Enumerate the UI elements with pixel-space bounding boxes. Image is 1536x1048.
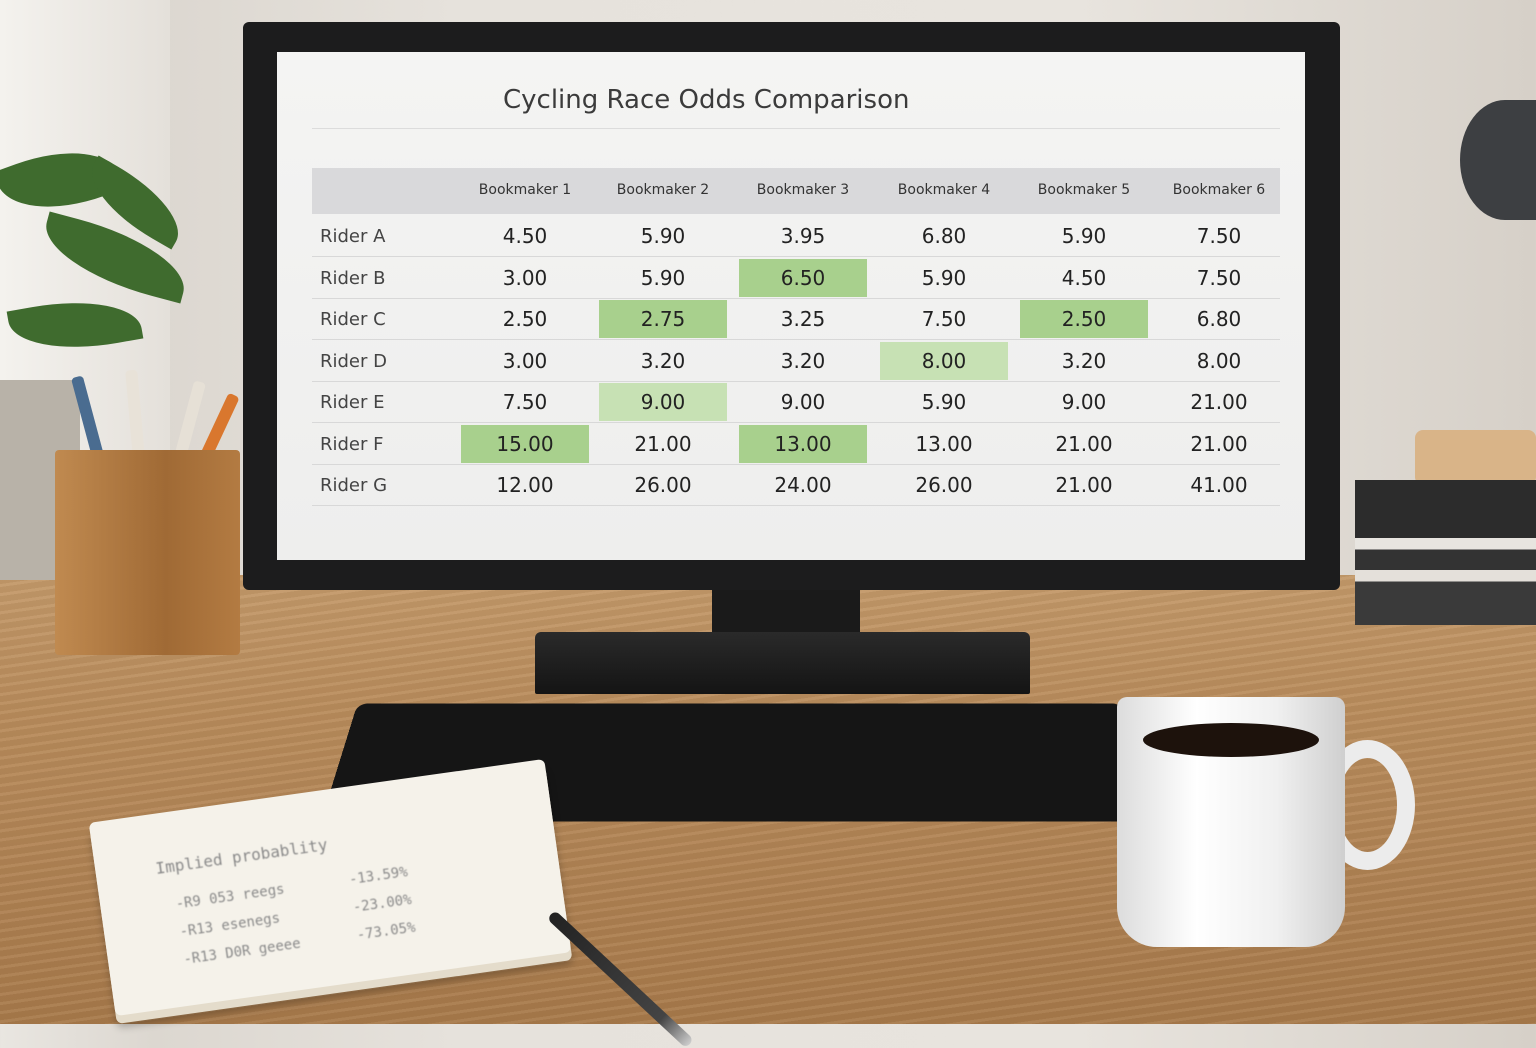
- odds-cell: 21.00: [1190, 390, 1248, 414]
- odds-cell: 26.00: [915, 473, 973, 497]
- odds-cell: 3.20: [640, 348, 686, 373]
- table-row: Rider B 3.00 5.90 6.50 5.90 4.50 7.50: [312, 258, 1280, 299]
- odds-cell: 26.00: [634, 473, 692, 497]
- odds-cell: 6.80: [1196, 307, 1242, 331]
- odds-cell: 3.25: [780, 307, 826, 331]
- odds-cell: 13.00: [739, 424, 867, 463]
- notepad-line: -23.00%: [351, 891, 413, 916]
- odds-cell: 21.00: [1055, 431, 1113, 456]
- notepad-line: -R13 esenegs: [178, 910, 282, 941]
- odds-cell: 3.95: [780, 224, 826, 248]
- odds-cell: 7.50: [1196, 265, 1242, 290]
- rider-label: Rider A: [320, 226, 386, 247]
- rider-label: Rider F: [320, 433, 384, 455]
- desk-lamp: [1460, 100, 1536, 220]
- column-header: Bookmaker 4: [897, 182, 991, 198]
- notepad-heading: Implied probablity: [154, 835, 329, 878]
- odds-cell: 5.90: [921, 265, 967, 290]
- screen: Cycling Race Odds Comparison Bookmaker 1…: [277, 52, 1305, 560]
- odds-cell: 8.00: [880, 341, 1008, 380]
- odds-cell: 24.00: [774, 473, 832, 497]
- odds-cell: 2.75: [599, 300, 727, 338]
- odds-cell: 9.00: [599, 383, 727, 421]
- odds-cell: 3.00: [502, 348, 548, 373]
- table-header: Bookmaker 1 Bookmaker 2 Bookmaker 3 Bookmak…: [312, 168, 1280, 214]
- monitor-base: [535, 632, 1030, 694]
- page-title: Cycling Race Odds Comparison: [503, 85, 910, 115]
- column-header: Bookmaker 2: [616, 182, 710, 198]
- column-header: Bookmaker 1: [478, 182, 572, 198]
- column-header: Bookmaker 3: [756, 182, 850, 198]
- table-row: Rider F 15.00 21.00 13.00 13.00 21.00 21.00: [312, 424, 1280, 465]
- odds-cell: 5.90: [640, 265, 686, 290]
- odds-cell: 21.00: [1190, 431, 1248, 456]
- odds-cell: 6.80: [921, 224, 967, 248]
- odds-cell: 2.50: [502, 307, 548, 331]
- notepad-line: -R13 D0R geeee: [182, 935, 302, 968]
- rider-label: Rider D: [320, 350, 387, 372]
- odds-cell: 9.00: [780, 390, 826, 414]
- rider-label: Rider C: [320, 309, 386, 330]
- odds-cell: 7.50: [1196, 224, 1242, 248]
- odds-cell: 5.90: [1061, 224, 1107, 248]
- pencil-cup: [55, 450, 240, 655]
- column-header: Bookmaker 6: [1172, 182, 1266, 198]
- odds-cell: 4.50: [502, 224, 548, 248]
- odds-cell: 3.20: [780, 348, 826, 373]
- odds-cell: 41.00: [1190, 473, 1248, 497]
- odds-cell: 12.00: [496, 473, 554, 497]
- column-header: Bookmaker 5: [1037, 182, 1131, 198]
- odds-cell: 6.50: [739, 258, 867, 297]
- odds-cell: 7.50: [502, 390, 548, 414]
- odds-cell: 2.50: [1020, 300, 1148, 338]
- divider: [312, 128, 1280, 129]
- table-row: Rider D 3.00 3.20 3.20 8.00 3.20 8.00: [312, 341, 1280, 382]
- wooden-box: [1415, 430, 1536, 485]
- odds-cell: 4.50: [1061, 265, 1107, 290]
- notepad-line: -73.05%: [355, 919, 417, 944]
- odds-cell: 8.00: [1196, 348, 1242, 373]
- notepad-line: -R9 053 reegs: [174, 881, 286, 913]
- monitor-stand: [712, 588, 860, 638]
- odds-cell: 15.00: [461, 424, 589, 463]
- coffee: [1143, 723, 1319, 757]
- table-row: Rider E 7.50 9.00 9.00 5.90 9.00 21.00: [312, 382, 1280, 423]
- rider-label: Rider G: [320, 475, 388, 496]
- odds-cell: 21.00: [634, 431, 692, 456]
- odds-cell: 5.90: [640, 224, 686, 248]
- table-row: Rider C 2.50 2.75 3.25 7.50 2.50 6.80: [312, 299, 1280, 340]
- odds-cell: 13.00: [915, 431, 973, 456]
- table-row: Rider A 4.50 5.90 3.95 6.80 5.90 7.50: [312, 216, 1280, 257]
- monitor: Cycling Race Odds Comparison Bookmaker 1…: [243, 22, 1340, 590]
- rider-label: Rider B: [320, 267, 386, 289]
- odds-cell: 5.90: [921, 390, 967, 414]
- odds-cell: 3.00: [502, 265, 548, 290]
- odds-cell: 3.20: [1061, 348, 1107, 373]
- odds-cell: 9.00: [1061, 390, 1107, 414]
- odds-cell: 7.50: [921, 307, 967, 331]
- book-stack: [1355, 480, 1536, 625]
- table-row: Rider G 12.00 26.00 24.00 26.00 21.00 41.00: [312, 465, 1280, 506]
- odds-cell: 21.00: [1055, 473, 1113, 497]
- notepad-line: -13.59%: [348, 864, 409, 889]
- rider-label: Rider E: [320, 392, 385, 413]
- coffee-mug: [1117, 697, 1345, 947]
